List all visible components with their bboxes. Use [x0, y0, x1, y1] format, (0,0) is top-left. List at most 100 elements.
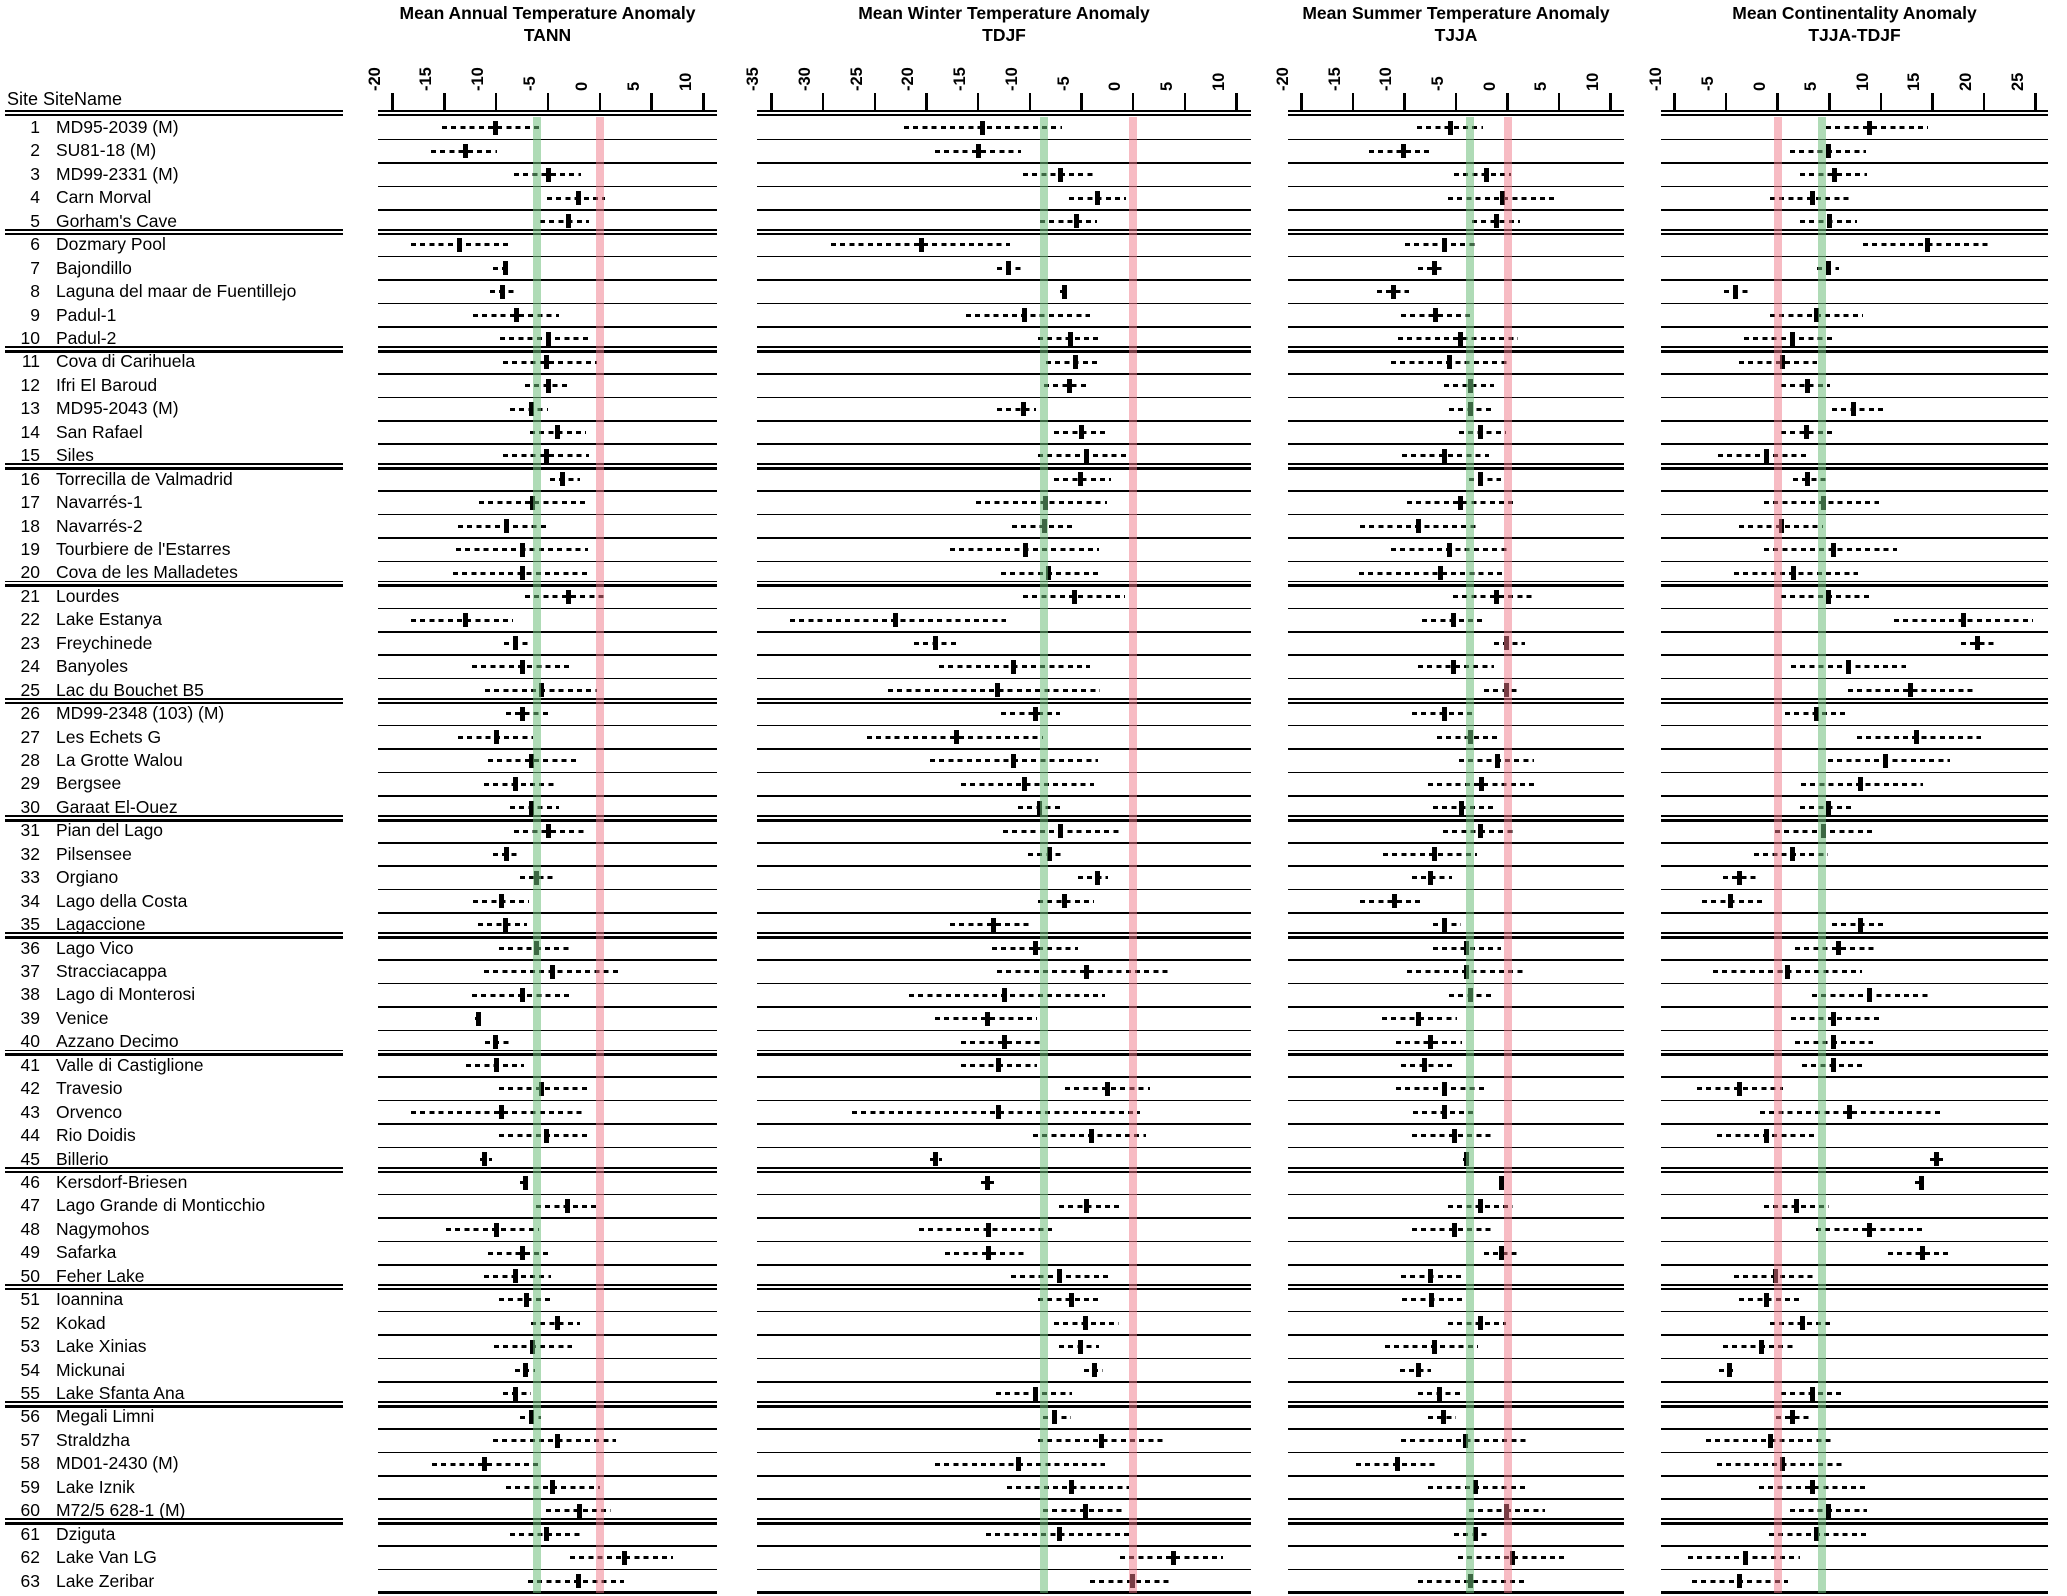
row-separator [378, 1310, 717, 1313]
table-group-separator [5, 1401, 343, 1404]
group-separator [378, 350, 717, 353]
row-separator [1661, 1006, 2048, 1008]
reference-band-pink [595, 117, 604, 1593]
error-bar-cont [1828, 759, 1950, 763]
panel-bottom-line [757, 1591, 1251, 1594]
panel-subtitle: TANN [523, 25, 572, 45]
error-bar-center-tjja [1427, 870, 1433, 885]
error-bar-center-cont [1793, 1199, 1799, 1214]
site-name: Pilsensee [56, 843, 132, 864]
row-separator [378, 185, 717, 188]
group-separator [1288, 1405, 1624, 1408]
row-separator [757, 677, 1251, 680]
row-separator [757, 138, 1251, 141]
row-separator [1661, 1545, 2048, 1547]
row-separator [1661, 795, 2048, 797]
error-bar-center-tjja [1457, 495, 1463, 510]
error-bar-center-cont [1732, 284, 1738, 299]
error-bar-center-tann [545, 167, 551, 182]
site-name: Pian del Lago [56, 820, 164, 841]
row-separator [378, 1568, 717, 1571]
site-number: 20 [20, 562, 40, 583]
error-bar-center-tjja [1494, 753, 1500, 768]
group-separator [378, 346, 717, 349]
table-group-separator [5, 818, 343, 822]
group-separator [378, 818, 717, 822]
error-bar-tjja [1483, 688, 1518, 692]
group-separator [1288, 580, 1624, 583]
table-row: 13 MD95-2043 (M) [0, 397, 343, 420]
error-bar-center-tjja [1442, 1105, 1448, 1120]
site-number: 44 [20, 1125, 40, 1146]
error-bar-center-tann [519, 566, 525, 581]
error-bar-center-tann [539, 683, 545, 698]
site-name: Bajondillo [56, 257, 132, 278]
error-bar-cont [1826, 126, 1929, 130]
row-separator [1288, 795, 1624, 797]
axis-line [1288, 113, 1624, 117]
error-bar-tjja [1417, 266, 1445, 270]
site-name: Stracciacappa [56, 960, 167, 981]
row-separator [757, 537, 1251, 539]
error-bar-center-tann [566, 589, 572, 604]
row-separator [757, 748, 1251, 750]
table-row: 16 Torrecilla de Valmadrid [0, 468, 343, 491]
table-row: 57 Straldzha [0, 1429, 343, 1452]
row-separator [378, 748, 717, 750]
error-bar-tdjf [1000, 712, 1060, 716]
axis-tick [976, 93, 980, 112]
error-bar-tann [457, 524, 551, 528]
error-bar-center-cont [1814, 1527, 1820, 1542]
row-separator [1288, 208, 1624, 211]
reference-band-green [532, 117, 541, 1593]
table-group-separator [5, 463, 343, 466]
error-bar-center-tann [576, 1503, 582, 1518]
error-bar-center-cont [1780, 355, 1786, 370]
site-number: 6 [30, 234, 40, 255]
row-separator [757, 1240, 1251, 1243]
panel-title: Mean Winter Temperature Anomaly [858, 3, 1150, 23]
site-number: 49 [20, 1242, 40, 1263]
group-separator [378, 229, 717, 231]
site-number: 38 [20, 984, 40, 1005]
row-separator [757, 373, 1251, 375]
table-header-underline [5, 113, 343, 117]
site-number: 31 [20, 820, 40, 841]
error-bar-center-cont [1830, 1058, 1836, 1073]
error-bar-tann [509, 407, 548, 411]
site-name: Orvenco [56, 1101, 123, 1122]
row-separator [378, 1357, 717, 1360]
row-separator [1288, 1099, 1624, 1102]
site-name: Navarrés-2 [56, 515, 143, 536]
axis-tick-label: -15 [1325, 67, 1344, 91]
table-row: 41 Valle di Castiglione [0, 1054, 343, 1077]
error-bar-center-cont [1789, 331, 1795, 346]
row-separator [757, 724, 1251, 727]
error-bar-center-tdjf [1022, 777, 1028, 792]
row-separator [757, 654, 1251, 656]
row-separator [757, 185, 1251, 188]
site-number: 23 [20, 632, 40, 653]
table-row: 50 Feher Lake [0, 1265, 343, 1288]
group-separator [1288, 1284, 1624, 1286]
reference-band-green [1817, 117, 1826, 1593]
row-separator [378, 373, 717, 375]
error-bar-center-tdjf [933, 636, 939, 651]
table-row: 27 Les Echets G [0, 726, 343, 749]
group-separator [378, 584, 717, 588]
row-separator [757, 1357, 1251, 1360]
axis-tick [821, 93, 825, 112]
group-separator [757, 463, 1251, 466]
panel-bottom-line [1661, 1591, 2048, 1594]
group-separator [1288, 1166, 1624, 1169]
error-bar-center-cont [1727, 894, 1733, 909]
error-bar-tdjf [1022, 173, 1094, 177]
error-bar-tann [483, 782, 556, 786]
axis-tick [1827, 93, 1831, 112]
error-bar-center-cont [1826, 214, 1832, 229]
site-name: Lake Xinias [56, 1336, 147, 1357]
row-separator [1661, 513, 2048, 516]
error-bar-center-tann [544, 355, 550, 370]
row-separator [378, 1263, 717, 1266]
